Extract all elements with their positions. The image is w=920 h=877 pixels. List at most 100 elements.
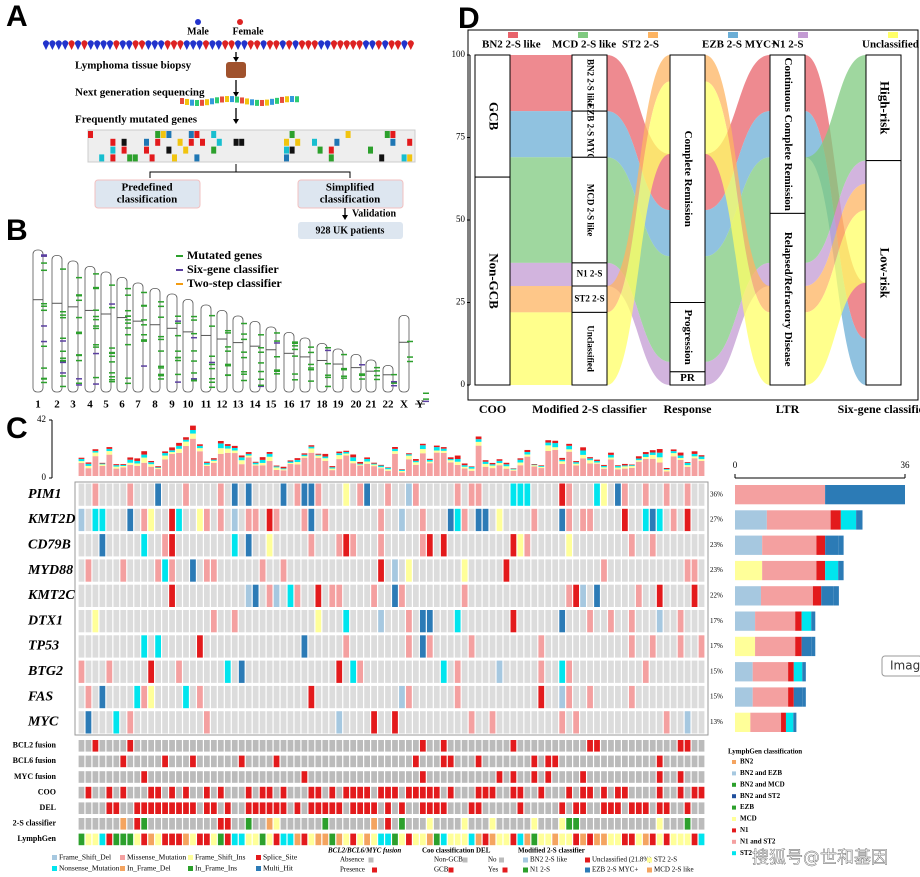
annotation-cell [224,786,231,799]
oncoprint-cell [238,685,245,709]
sample-bar [419,449,426,454]
oncoprint-cell [113,508,120,532]
sample-bar [566,443,573,446]
annotation-cell [468,740,475,752]
oncoprint-cell [517,584,524,607]
oncoprint-cell [677,483,684,506]
sample-bar [642,452,649,455]
chromosome [332,348,344,393]
annotation-cell [238,818,245,830]
oncoprint-cell [684,559,691,582]
oncoprint-cell [545,685,552,709]
annotation-cell [649,771,656,783]
oncoprint-cell [545,508,552,532]
oncoprint-cell [461,685,468,709]
gene-bar-part [802,662,806,682]
oncoprint-cell [217,635,224,658]
annotation-cell [566,771,573,783]
annotation-cell [141,818,148,830]
annotation-cell [552,786,559,799]
sample-bar [141,457,148,463]
oncoprint-cell [231,584,238,607]
oncoprint-cell [587,610,593,633]
annotation-cell [148,740,155,752]
sample-bar [190,430,196,434]
oncoprint-cell [169,635,175,658]
oncoprint-cell [92,483,99,506]
annotation-cell [99,740,106,752]
sample-bar [287,461,294,463]
annotation-cell [141,740,148,752]
oncoprint-cell [482,559,489,582]
annotation-cell [482,755,489,768]
annotation-cell [684,833,691,846]
oncoprint-cell [148,660,155,683]
oncoprint-cell [252,483,259,506]
oncoprint-cell [615,635,621,658]
oncoprint-cell [385,660,391,683]
sankey-node [571,311,608,386]
sample-bar [343,450,350,452]
legend-swatch [732,782,736,787]
oncoprint-cell [378,711,384,734]
sample-bar [642,458,649,476]
oncoprint-cell [322,534,329,557]
legend-label: Unclassified (21.8%) [592,856,652,864]
tooltip-box [881,655,920,677]
oncoprint-cell [663,483,670,506]
gene-label: KMT2D [27,512,75,527]
annotation-cell [524,802,531,814]
oncoprint-cell [231,660,238,683]
legend-label: Mutated genes [187,248,262,262]
gene-bar-part [762,535,817,555]
gene-label: KMT2C [27,588,75,603]
oncoprint-cell [573,711,579,734]
chromosome-label: 11 [201,399,211,411]
oncoprint-cell [294,508,301,532]
oncoprint-cell [113,660,120,683]
annotation-cell [468,802,475,814]
annotation-cell [169,740,175,752]
sample-bar [468,466,475,467]
oncoprint-cell [503,559,510,582]
oncoprint-cell [141,685,148,709]
oncoprint-cell [566,483,573,506]
oncoprint-cell [238,711,245,734]
annotation-cell [336,755,343,768]
sample-bar [238,457,245,461]
oncoprint-cell [134,635,141,658]
annotation-cell [322,786,329,799]
oncoprint-cell [594,534,600,557]
sample-bar [155,466,161,468]
node-label: Relapsed/Refractory Disease [782,232,794,367]
sample-bar [496,459,503,461]
chromosome [350,354,362,393]
annotation-cell [622,755,628,768]
sample-bar [656,462,663,476]
annotation-cell [176,833,182,846]
annotation-cell [552,802,559,814]
sample-bar [343,453,350,456]
sample-bar [371,466,377,476]
oncoprint-cell [510,584,517,607]
oncoprint-cell [559,660,566,683]
annotation-cell [677,755,684,768]
chromosome [182,299,194,393]
sample-bar [315,454,322,456]
patient-pin [126,40,133,50]
sample-bar [204,464,210,467]
panel-label: A [6,0,28,33]
sample-bar [670,453,677,457]
oncoprint-cell [419,508,426,532]
annotation-cell [392,786,398,799]
annotation-cell [99,833,106,846]
sample-bar [113,468,120,476]
oncoprint-cell [503,685,510,709]
annotation-cell [92,818,99,830]
oncoprint-cell [169,711,175,734]
annotation-cell [92,740,99,752]
sample-bar [78,462,85,476]
sample-bar [615,467,621,470]
sample-bar [510,468,517,470]
sample-bar [113,464,120,466]
